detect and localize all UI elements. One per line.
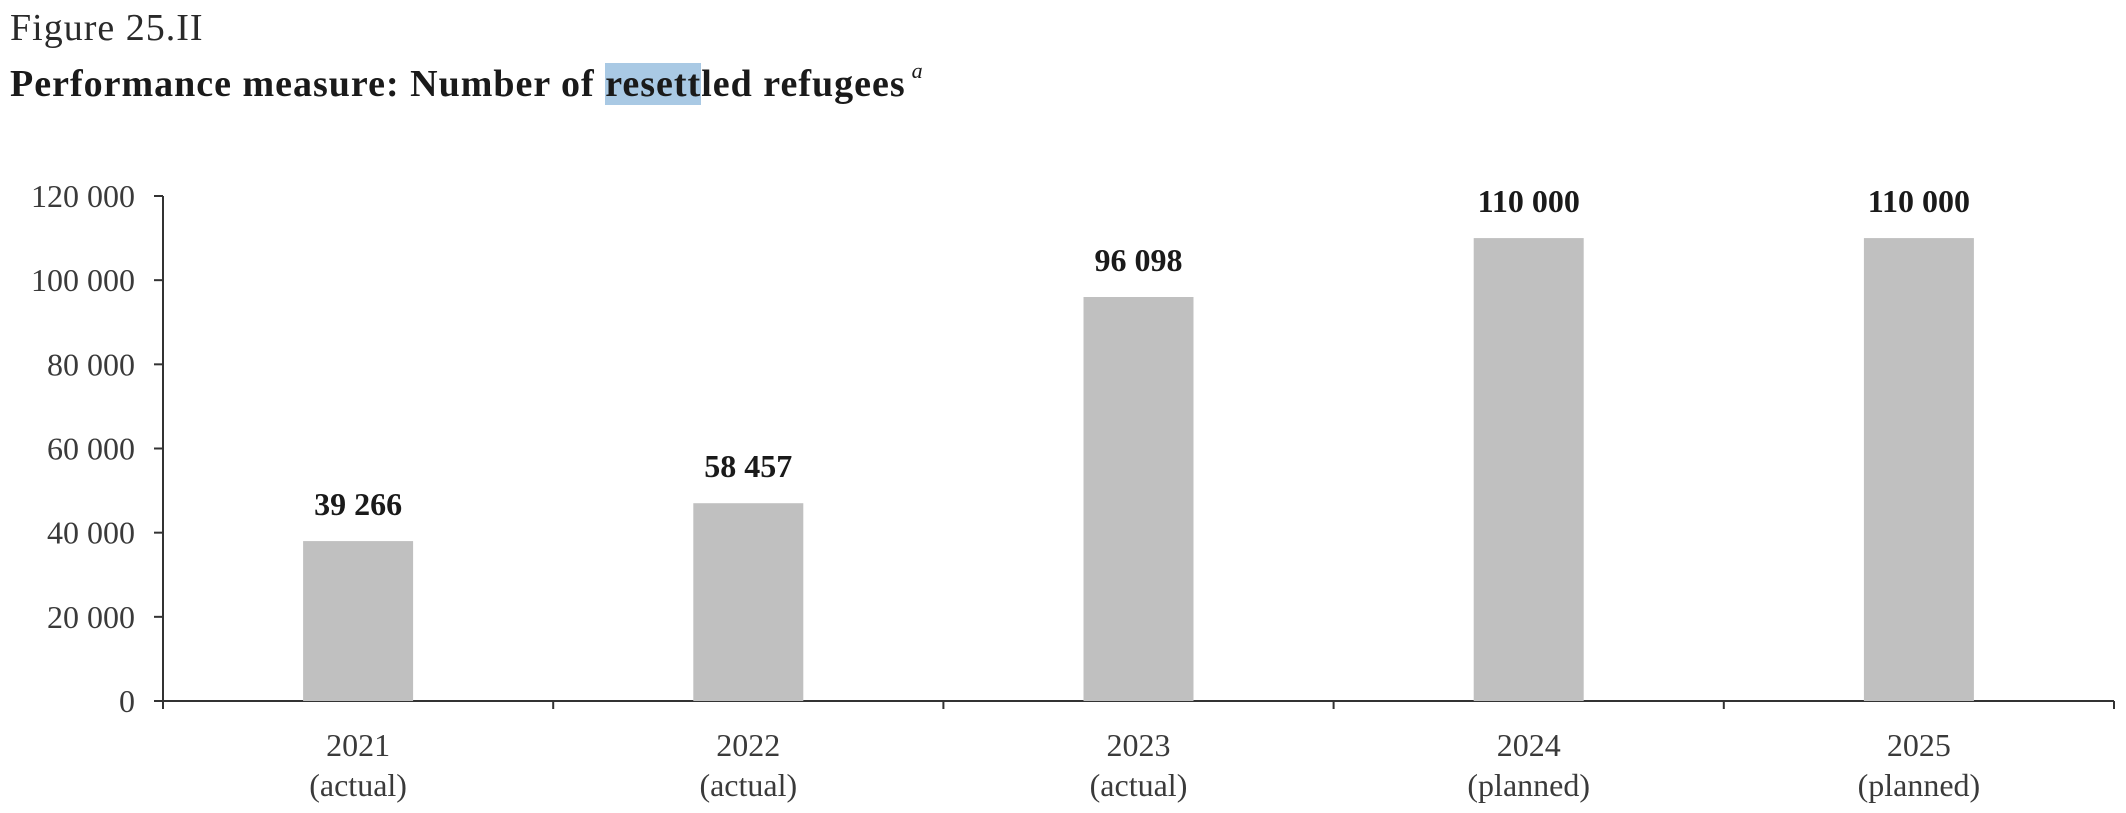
x-category-year-label: 2021 xyxy=(326,727,390,763)
x-category-year-label: 2024 xyxy=(1497,727,1561,763)
x-category-year-label: 2025 xyxy=(1887,727,1951,763)
y-tick-label: 20 000 xyxy=(47,599,135,635)
y-tick-label: 120 000 xyxy=(31,178,135,214)
x-axis xyxy=(162,700,2115,709)
y-tick-label: 80 000 xyxy=(47,346,135,382)
x-category-status-label: (actual) xyxy=(1090,767,1188,803)
title-footnote-marker: a xyxy=(911,58,924,83)
title-text-end: led refugees xyxy=(701,63,906,105)
bar-value-label: 58 457 xyxy=(704,448,792,484)
title-text-start: Performance measure: Number of xyxy=(10,63,606,105)
x-category-year-label: 2022 xyxy=(716,727,780,763)
bars xyxy=(303,238,1974,702)
x-category-status-label: (planned) xyxy=(1858,767,1981,803)
bar xyxy=(303,541,414,701)
bar-value-label: 39 266 xyxy=(314,486,402,522)
x-category-status-label: (planned) xyxy=(1467,767,1590,803)
bar-value-label: 110 000 xyxy=(1868,183,1970,219)
category-labels: 2021 (actual) 2022 (actual) 2023 (actual) 2024… xyxy=(309,727,1980,803)
y-tick-label: 60 000 xyxy=(47,431,135,467)
bar xyxy=(1473,238,1584,702)
figure-title: Performance measure: Number of resettled… xyxy=(10,58,924,106)
y-tick-label: 100 000 xyxy=(31,262,135,298)
data-labels: 39 266 58 457 96 098 110 000 110 000 xyxy=(314,183,1970,522)
x-category-status-label: (actual) xyxy=(699,767,797,803)
bar xyxy=(1863,238,1974,702)
y-tick-label: 40 000 xyxy=(47,515,135,551)
bar-value-label: 96 098 xyxy=(1095,242,1183,278)
title-text-highlight: resett xyxy=(605,63,702,105)
y-tick-label: 0 xyxy=(119,683,135,719)
figure-label: Figure 25.II xyxy=(10,7,204,49)
bar xyxy=(693,503,804,701)
x-category-year-label: 2023 xyxy=(1107,727,1171,763)
y-axis: 0 20 000 40 000 60 000 80 000 100 000 120 000 xyxy=(31,178,164,719)
x-category-status-label: (actual) xyxy=(309,767,407,803)
bar xyxy=(1083,297,1194,701)
bar-value-label: 110 000 xyxy=(1478,183,1580,219)
